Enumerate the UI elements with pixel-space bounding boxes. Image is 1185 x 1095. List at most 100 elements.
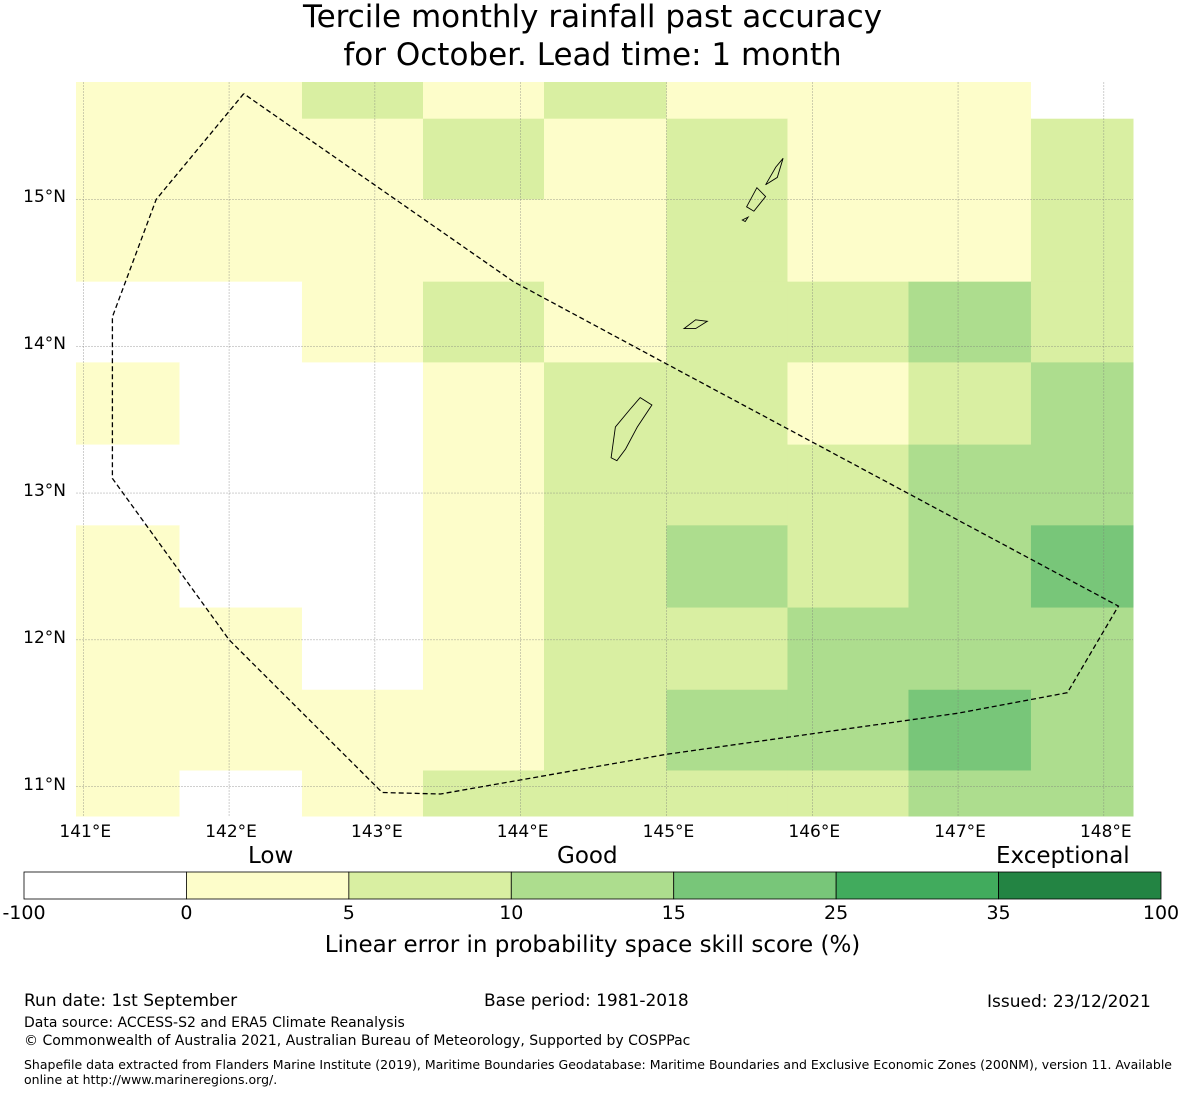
skill-cell bbox=[422, 281, 545, 363]
skill-cell bbox=[422, 118, 545, 200]
colorbar-swatch bbox=[348, 871, 512, 900]
island-outline bbox=[682, 319, 709, 330]
graticule bbox=[76, 82, 1133, 816]
skill-cell bbox=[76, 689, 181, 771]
lon-tick-label: 141°E bbox=[59, 822, 112, 842]
skill-cell bbox=[666, 770, 788, 817]
skill-cell bbox=[301, 525, 424, 609]
lon-tick-label: 146°E bbox=[788, 822, 841, 842]
skill-cell bbox=[908, 82, 1032, 120]
skill-cell bbox=[666, 362, 788, 446]
skill-cell bbox=[76, 199, 181, 283]
colorbar bbox=[23, 871, 1162, 900]
skill-cell bbox=[179, 199, 303, 283]
run-date: Run date: 1st September bbox=[24, 991, 238, 1011]
skill-cell bbox=[422, 362, 545, 446]
skill-cell bbox=[787, 444, 909, 526]
skill-cell bbox=[76, 82, 181, 120]
lat-tick-label: 14°N bbox=[23, 334, 66, 355]
skill-cell bbox=[301, 689, 424, 771]
skill-cell bbox=[76, 281, 181, 363]
skill-cell bbox=[908, 770, 1032, 817]
skill-cell bbox=[422, 444, 545, 526]
issued-date: Issued: 23/12/2021 bbox=[987, 992, 1151, 1012]
colorbar-tick-label: 0 bbox=[180, 902, 193, 924]
skill-cell bbox=[422, 525, 545, 609]
skill-cell bbox=[301, 82, 424, 120]
skill-cell bbox=[543, 770, 667, 817]
skill-cell bbox=[787, 607, 909, 691]
lat-tick-label: 11°N bbox=[23, 774, 66, 795]
skill-cell bbox=[179, 525, 303, 609]
eez-boundary bbox=[111, 93, 1120, 795]
skill-cell bbox=[76, 770, 181, 817]
skill-cell bbox=[422, 689, 545, 771]
data-source: Data source: ACCESS-S2 and ERA5 Climate … bbox=[24, 1015, 405, 1031]
skill-cell bbox=[908, 689, 1032, 771]
skill-cell bbox=[301, 199, 424, 283]
skill-cell bbox=[543, 689, 667, 771]
skill-cell bbox=[179, 770, 303, 817]
skill-cell bbox=[666, 82, 788, 120]
skill-cell bbox=[1030, 770, 1134, 817]
lat-tick-label: 15°N bbox=[23, 187, 66, 208]
skill-cell bbox=[179, 82, 303, 120]
skill-cell bbox=[1030, 82, 1134, 120]
colorbar-swatch bbox=[998, 871, 1162, 900]
skill-cell bbox=[543, 607, 667, 691]
skill-cell bbox=[179, 362, 303, 446]
skill-cell bbox=[301, 444, 424, 526]
category-exceptional: Exceptional bbox=[996, 843, 1130, 869]
skill-cell bbox=[666, 525, 788, 609]
skill-cell bbox=[301, 281, 424, 363]
skill-cell bbox=[1030, 118, 1134, 200]
skill-cell bbox=[179, 281, 303, 363]
skill-cell bbox=[543, 82, 667, 120]
skill-cell bbox=[787, 82, 909, 120]
base-period: Base period: 1981-2018 bbox=[484, 991, 689, 1011]
skill-cell bbox=[666, 118, 788, 200]
skill-cell bbox=[908, 444, 1032, 526]
colorbar-swatch bbox=[835, 871, 999, 900]
skill-cell bbox=[301, 607, 424, 691]
colorbar-label: Linear error in probability space skill … bbox=[324, 932, 861, 958]
lat-tick-label: 12°N bbox=[23, 627, 66, 648]
skill-cell bbox=[908, 525, 1032, 609]
lon-tick-label: 145°E bbox=[642, 822, 695, 842]
lon-tick-label: 148°E bbox=[1079, 822, 1132, 842]
skill-cell bbox=[787, 362, 909, 446]
colorbar-swatch bbox=[23, 871, 187, 900]
skill-cell bbox=[1030, 689, 1134, 771]
skill-cell bbox=[787, 199, 909, 283]
title-line-2: for October. Lead time: 1 month bbox=[343, 37, 842, 73]
skill-cell bbox=[1030, 362, 1134, 446]
skill-cell bbox=[422, 199, 545, 283]
skill-cell bbox=[1030, 525, 1134, 609]
island-outline bbox=[741, 215, 750, 223]
skill-cell bbox=[543, 525, 667, 609]
lon-tick-label: 147°E bbox=[934, 822, 986, 842]
copyright: © Commonwealth of Australia 2021, Austra… bbox=[24, 1033, 691, 1049]
colorbar-swatch bbox=[510, 871, 675, 900]
skill-cell bbox=[1030, 281, 1134, 363]
skill-cell bbox=[76, 525, 181, 609]
skill-cell bbox=[908, 362, 1032, 446]
skill-cell bbox=[301, 362, 424, 446]
skill-cell bbox=[908, 607, 1032, 691]
colorbar-tick-label: -100 bbox=[2, 902, 46, 924]
lat-tick-label: 13°N bbox=[23, 481, 66, 502]
skill-cell bbox=[666, 281, 788, 363]
skill-cell bbox=[787, 118, 909, 200]
skill-cell bbox=[301, 118, 424, 200]
island-outline bbox=[610, 397, 653, 462]
skill-cell bbox=[76, 362, 181, 446]
skill-cell bbox=[908, 118, 1032, 200]
skill-cell bbox=[179, 118, 303, 200]
skill-cell bbox=[787, 525, 909, 609]
lon-tick-label: 144°E bbox=[496, 822, 549, 842]
skill-cell bbox=[422, 82, 545, 120]
skill-cell bbox=[543, 444, 667, 526]
skill-cell bbox=[179, 689, 303, 771]
colorbar-swatch bbox=[673, 871, 837, 900]
skill-cell bbox=[179, 444, 303, 526]
